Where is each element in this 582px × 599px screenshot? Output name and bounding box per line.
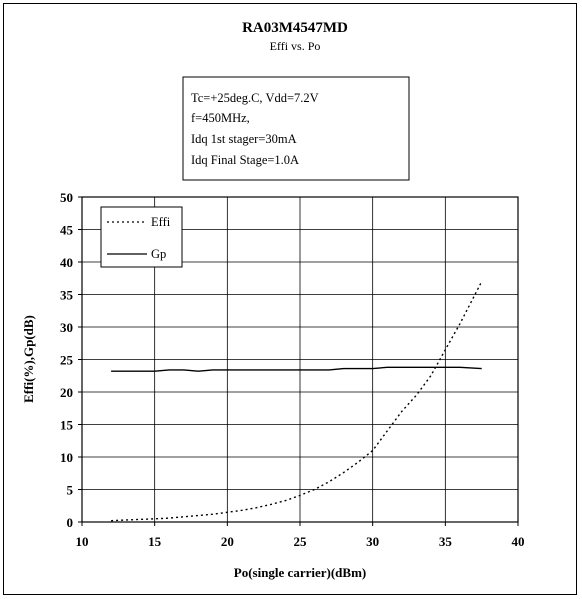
y-tick-label: 35 <box>60 288 74 303</box>
series-line-gp <box>111 366 482 372</box>
y-tick-label: 25 <box>60 353 74 368</box>
x-axis-label: Po(single carrier)(dBm) <box>234 565 366 580</box>
series-layer <box>111 281 483 522</box>
chart-frame: RA03M4547MD Effi vs. Po Tc=+25deg.C, Vdd… <box>3 3 577 595</box>
x-tick-label: 35 <box>439 534 453 549</box>
condition-line-2: f=450MHz, <box>191 111 250 125</box>
series-line-effi <box>111 281 483 522</box>
tick-labels: 10 15 20 25 30 35 40 0 5 10 15 20 25 30 35 40 45 50 <box>60 190 525 549</box>
condition-line-4: Idq Final Stage=1.0A <box>191 153 299 167</box>
y-tick-label: 50 <box>60 190 73 205</box>
legend-gp-label: Gp <box>151 247 166 261</box>
conditions-box <box>182 76 410 181</box>
x-tick-label: 10 <box>76 534 89 549</box>
chart-title: RA03M4547MD <box>242 20 348 36</box>
legend-box <box>100 206 183 268</box>
x-tick-label: 20 <box>221 534 234 549</box>
y-tick-label: 10 <box>60 450 73 465</box>
y-tick-label: 0 <box>67 515 74 530</box>
y-tick-label: 40 <box>60 255 73 270</box>
y-axis-label: Effi(%),Gp(dB) <box>21 315 36 403</box>
y-tick-label: 45 <box>60 223 74 238</box>
chart-subtitle: Effi vs. Po <box>270 39 321 53</box>
x-tick-label: 15 <box>148 534 162 549</box>
y-tick-label: 20 <box>60 385 73 400</box>
legend-effi-label: Effi <box>151 215 171 229</box>
x-tick-label: 30 <box>366 534 379 549</box>
condition-line-1: Tc=+25deg.C, Vdd=7.2V <box>191 91 319 105</box>
y-tick-label: 30 <box>60 320 73 335</box>
y-tick-label: 5 <box>67 483 74 498</box>
x-tick-label: 25 <box>294 534 308 549</box>
x-tick-label: 40 <box>512 534 525 549</box>
chart-svg: RA03M4547MD Effi vs. Po Tc=+25deg.C, Vdd… <box>21 20 525 580</box>
y-tick-label: 15 <box>60 418 74 433</box>
condition-line-3: Idq 1st stager=30mA <box>191 132 297 146</box>
